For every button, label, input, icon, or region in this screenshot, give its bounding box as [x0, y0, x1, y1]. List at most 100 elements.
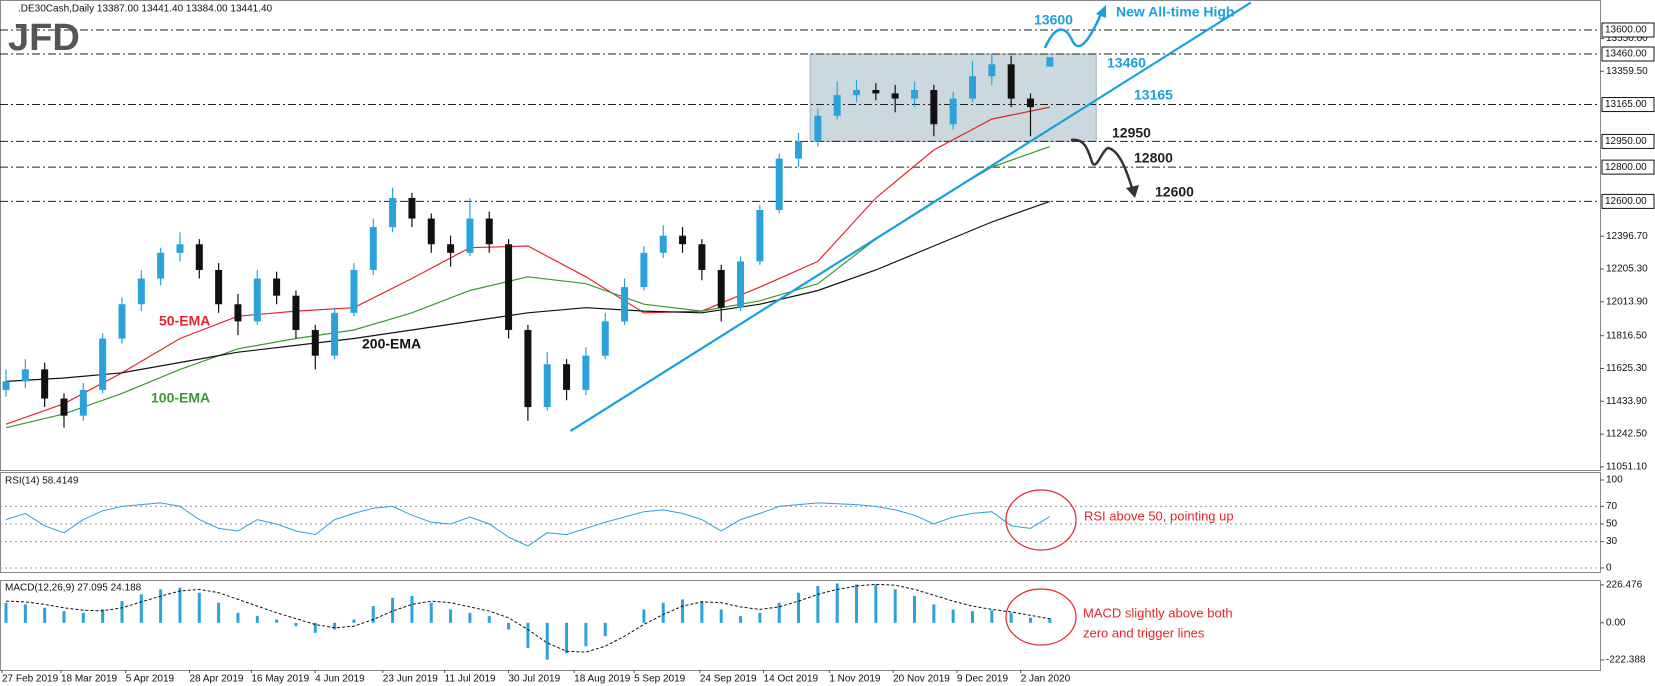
- up-arrow: [1043, 13, 1103, 49]
- candle-body: [659, 235, 667, 253]
- candle-body: [930, 89, 938, 125]
- candle-body: [949, 98, 957, 125]
- macd-bar: [255, 616, 259, 623]
- y-tick-label: 50: [1606, 519, 1618, 530]
- candle-body: [466, 218, 474, 253]
- candle-body: [795, 141, 803, 159]
- macd-bar: [236, 612, 240, 623]
- macd-bar: [101, 609, 105, 623]
- candle-body: [292, 295, 300, 330]
- macd-bar: [1028, 617, 1032, 623]
- macd-bar: [971, 611, 974, 623]
- candle-body: [99, 338, 107, 390]
- rsi-line: [5, 502, 1051, 547]
- macd-bar: [700, 601, 704, 623]
- y-tick-label: 11816.50: [1606, 330, 1647, 341]
- x-tick-label: 5 Apr 2019: [126, 674, 175, 685]
- macd-bar: [526, 622, 530, 648]
- candle-body: [485, 218, 493, 245]
- ema-label: 100-EMA: [151, 390, 210, 406]
- macd-bar: [23, 604, 27, 623]
- candle-body: [891, 93, 899, 99]
- macd-bar: [565, 622, 569, 653]
- y-tick-label: 13359.50: [1606, 66, 1648, 77]
- macd-bar: [642, 609, 646, 623]
- level-label-box: [1601, 193, 1655, 209]
- candle-body: [679, 235, 687, 245]
- level-label-box: [1601, 133, 1655, 149]
- x-tick-label: 18 Aug 2019: [574, 674, 631, 685]
- y-tick-label: 70: [1606, 501, 1618, 512]
- macd-title: MACD(12,26,9) 27.095 24.188: [5, 583, 142, 594]
- macd-bar: [43, 607, 47, 623]
- level-label-box: [1601, 97, 1655, 113]
- candle-body: [350, 269, 358, 313]
- candle-body: [331, 312, 339, 356]
- rsi-panel: [0, 472, 1601, 573]
- candle-body: [2, 381, 10, 390]
- macd-bar: [313, 622, 317, 633]
- level-annotation: 12950: [1112, 125, 1151, 141]
- candle-body: [775, 158, 783, 210]
- candle-body: [969, 76, 976, 99]
- candle-body: [505, 244, 513, 330]
- macd-bar: [797, 592, 801, 623]
- x-tick-label: 2 Jan 2020: [1021, 674, 1071, 685]
- signal-line: [5, 583, 1050, 653]
- main-panel: [0, 0, 1601, 471]
- x-tick-label: 5 Sep 2019: [634, 674, 686, 685]
- macd-bar: [487, 616, 491, 623]
- candle-body: [833, 95, 841, 116]
- level-annotation: 12800: [1134, 150, 1173, 166]
- ema-line: [5, 106, 1050, 425]
- x-tick-label: 18 Mar 2019: [61, 674, 118, 685]
- candle-body: [756, 209, 764, 262]
- candle-body: [118, 304, 126, 339]
- candle-body: [21, 369, 29, 382]
- macd-bar: [758, 612, 762, 623]
- ema-label: 50-EMA: [159, 313, 210, 329]
- x-tick-label: 16 May 2019: [251, 674, 309, 685]
- macd-panel: [0, 580, 1601, 671]
- macd-bar: [429, 602, 433, 623]
- macd-bar: [217, 602, 221, 623]
- ema-label: 200-EMA: [362, 336, 421, 352]
- candle-body: [369, 227, 377, 270]
- candle-body: [814, 115, 822, 142]
- y-tick-label: 12205.30: [1606, 264, 1648, 275]
- ema-line: [5, 200, 1051, 382]
- candle-body: [195, 244, 203, 270]
- macd-bar: [81, 612, 85, 623]
- macd-bar: [893, 589, 897, 623]
- macd-bar: [719, 609, 723, 623]
- level-annotation: 13460: [1107, 55, 1146, 71]
- x-tick-label: 11 Jul 2019: [445, 674, 496, 685]
- macd-bar: [159, 589, 163, 623]
- candle-body: [427, 218, 435, 245]
- candle-body: [1026, 98, 1034, 108]
- candle-body: [988, 64, 996, 77]
- y-tick-label: 12396.70: [1606, 231, 1648, 242]
- macd-bar: [1048, 618, 1052, 623]
- macd-bar: [951, 609, 955, 623]
- macd-bar: [913, 596, 917, 623]
- x-tick-label: 4 Jun 2019: [315, 674, 365, 685]
- candle-body: [234, 304, 242, 322]
- macd-bar: [1009, 612, 1013, 623]
- macd-bar: [855, 584, 859, 623]
- y-tick-label: 11051.10: [1606, 462, 1647, 473]
- macd-bar: [932, 604, 936, 623]
- y-tick-label: 0: [1606, 563, 1612, 574]
- macd-bar: [120, 601, 124, 623]
- y-tick-label: 11242.50: [1606, 429, 1647, 440]
- macd-bar: [410, 596, 414, 623]
- macd-bar: [584, 622, 588, 647]
- candle-body: [737, 261, 745, 308]
- candle-body: [137, 278, 145, 305]
- annotation: MACD slightly above both: [1083, 605, 1233, 620]
- candle-body: [911, 89, 919, 99]
- macd-bar: [777, 602, 781, 623]
- candle-body: [273, 278, 281, 296]
